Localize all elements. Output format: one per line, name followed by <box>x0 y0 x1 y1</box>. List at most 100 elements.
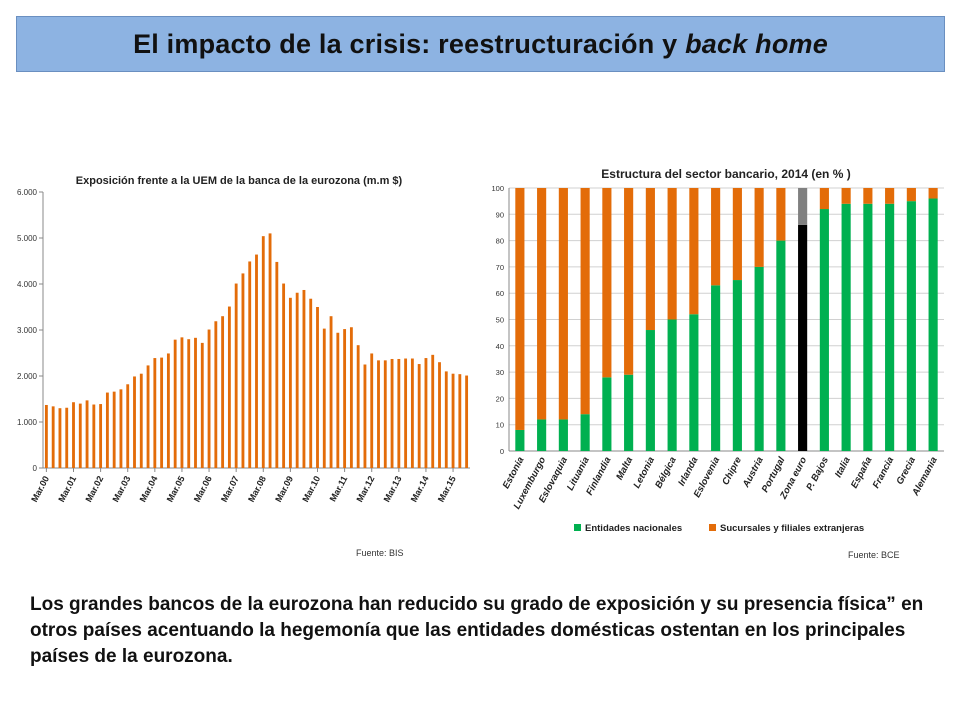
bar <box>465 375 469 468</box>
bar-national <box>732 280 742 451</box>
bar <box>227 306 231 468</box>
y-tick-label: 1.000 <box>17 418 38 427</box>
bar-national <box>624 374 634 451</box>
bar <box>370 353 374 468</box>
bar <box>221 316 225 468</box>
bar-foreign <box>580 188 590 415</box>
bar-national <box>928 198 938 451</box>
x-tick-label: Mar.05 <box>165 474 187 503</box>
y-tick-label: 4.000 <box>17 280 38 289</box>
x-tick-label: Mar.08 <box>246 474 268 503</box>
bar <box>383 360 387 468</box>
bar-foreign <box>558 188 568 420</box>
bar <box>241 273 245 468</box>
bar <box>336 332 340 468</box>
bar <box>295 292 299 468</box>
bar <box>255 254 258 468</box>
bar-national <box>841 203 851 451</box>
bar <box>72 402 75 468</box>
bar <box>194 337 197 468</box>
bar <box>349 327 353 468</box>
bar <box>356 345 360 468</box>
bar-national <box>580 414 590 451</box>
bar-national <box>798 224 808 451</box>
x-tick-label: Mar.13 <box>382 474 404 503</box>
bar-foreign <box>776 188 786 241</box>
bar <box>261 236 265 468</box>
slide-title-main: El impacto de la crisis: reestructuració… <box>133 28 686 59</box>
bar <box>126 384 130 468</box>
bar <box>282 283 286 468</box>
legend-label-foreign: Sucursales y filiales extranjeras <box>720 523 864 534</box>
bar <box>180 337 184 468</box>
banking-structure-chart: Estructura del sector bancario, 2014 (en… <box>482 160 947 543</box>
bar-national <box>711 285 721 451</box>
x-tick-label: Mar.04 <box>138 474 160 503</box>
bar <box>451 373 455 468</box>
y-tick-label: 80 <box>496 237 504 246</box>
bar-foreign <box>711 188 721 286</box>
y-tick-label: 6.000 <box>17 188 38 197</box>
chart-title: Estructura del sector bancario, 2014 (en… <box>601 167 850 181</box>
bar <box>410 358 414 468</box>
bar-foreign <box>885 188 895 204</box>
slide-title-italic: back home <box>685 28 828 59</box>
x-tick-label: Mar.10 <box>300 474 322 503</box>
bar-foreign <box>602 188 612 378</box>
bar <box>458 374 462 468</box>
bar-foreign <box>537 188 547 420</box>
x-tick-label: Bélgica <box>653 455 679 490</box>
bar-foreign <box>645 188 655 331</box>
bar-national <box>906 201 916 451</box>
y-tick-label: 10 <box>496 421 504 430</box>
x-tick-label: Mar.15 <box>436 474 458 503</box>
bar <box>85 400 89 468</box>
bar <box>268 233 272 468</box>
source-left: Fuente: BIS <box>356 548 404 558</box>
y-tick-label: 20 <box>496 394 504 403</box>
bar <box>363 364 367 468</box>
bar <box>316 307 319 468</box>
slide-title: El impacto de la crisis: reestructuració… <box>133 29 828 60</box>
y-tick-label: 0 <box>500 447 504 456</box>
bar <box>288 297 292 468</box>
bar <box>322 328 326 468</box>
bar <box>78 403 82 468</box>
bar-national <box>645 330 655 451</box>
y-tick-label: 30 <box>496 368 504 377</box>
bar <box>404 358 408 468</box>
bar-national <box>754 266 764 451</box>
bar-foreign <box>689 188 699 315</box>
bar-foreign <box>754 188 764 267</box>
bar <box>44 404 48 468</box>
legend-label-national: Entidades nacionales <box>585 523 682 534</box>
bar-foreign <box>798 188 808 225</box>
bar-national <box>515 429 525 451</box>
bar <box>139 373 143 468</box>
bar-foreign <box>515 188 525 430</box>
slide-caption: Los grandes bancos de la eurozona han re… <box>30 594 924 667</box>
bar <box>397 358 401 468</box>
bar-national <box>885 203 895 451</box>
bar <box>390 358 394 468</box>
bar-foreign <box>819 188 829 210</box>
bar <box>173 339 177 468</box>
bar <box>417 364 421 468</box>
bar-national <box>602 377 612 451</box>
y-tick-label: 90 <box>496 210 504 219</box>
slide-title-bar: El impacto de la crisis: reestructuració… <box>16 16 945 72</box>
bar <box>51 406 55 468</box>
bar-foreign <box>928 188 938 199</box>
legend-swatch-foreign <box>709 524 716 531</box>
chart-title: Exposición frente a la UEM de la banca d… <box>76 175 403 187</box>
bar <box>309 298 313 468</box>
bar-national <box>863 203 873 451</box>
banking-structure-chart-svg: Estructura del sector bancario, 2014 (en… <box>491 167 944 534</box>
bar-national <box>689 314 699 451</box>
x-tick-label: Mar.09 <box>273 474 295 503</box>
bar <box>65 407 69 468</box>
bar <box>424 358 428 468</box>
bar-foreign <box>863 188 873 204</box>
bar-national <box>667 319 677 451</box>
x-tick-label: Francia <box>871 455 897 490</box>
